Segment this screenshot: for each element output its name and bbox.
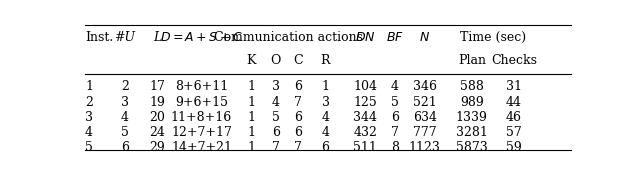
Text: 2: 2 xyxy=(121,80,129,93)
Text: 3: 3 xyxy=(272,80,280,93)
Text: 17: 17 xyxy=(149,80,165,93)
Text: 11+8+16: 11+8+16 xyxy=(171,111,232,124)
Text: 4: 4 xyxy=(85,126,93,139)
Text: 1: 1 xyxy=(321,80,330,93)
Text: 104: 104 xyxy=(353,80,377,93)
Text: 6: 6 xyxy=(272,126,280,139)
Text: 5: 5 xyxy=(85,141,93,154)
Text: 777: 777 xyxy=(413,126,436,139)
Text: #U: #U xyxy=(114,31,135,44)
Text: 6: 6 xyxy=(294,126,302,139)
Text: 44: 44 xyxy=(506,96,522,109)
Text: 5: 5 xyxy=(391,96,399,109)
Text: 1: 1 xyxy=(247,126,255,139)
Text: 3281: 3281 xyxy=(456,126,488,139)
Text: $BF$: $BF$ xyxy=(386,31,404,44)
Text: Plan: Plan xyxy=(458,54,486,67)
Text: 24: 24 xyxy=(149,126,165,139)
Text: 19: 19 xyxy=(149,96,165,109)
Text: 9+6+15: 9+6+15 xyxy=(175,96,228,109)
Text: 588: 588 xyxy=(460,80,484,93)
Text: 4: 4 xyxy=(321,111,330,124)
Text: 1: 1 xyxy=(247,96,255,109)
Text: C: C xyxy=(293,54,303,67)
Text: 6: 6 xyxy=(391,111,399,124)
Text: 7: 7 xyxy=(294,96,302,109)
Text: 344: 344 xyxy=(353,111,377,124)
Text: 634: 634 xyxy=(413,111,436,124)
Text: 59: 59 xyxy=(506,141,522,154)
Text: 7: 7 xyxy=(272,141,280,154)
Text: Checks: Checks xyxy=(491,54,537,67)
Text: $N$: $N$ xyxy=(419,31,430,44)
Text: Time (sec): Time (sec) xyxy=(460,31,526,44)
Text: O: O xyxy=(271,54,281,67)
Text: Communication actions: Communication actions xyxy=(214,31,363,44)
Text: 8+6+11: 8+6+11 xyxy=(175,80,228,93)
Text: 432: 432 xyxy=(353,126,377,139)
Text: 8: 8 xyxy=(391,141,399,154)
Text: 29: 29 xyxy=(149,141,164,154)
Text: 6: 6 xyxy=(294,80,302,93)
Text: 1: 1 xyxy=(85,80,93,93)
Text: 125: 125 xyxy=(353,96,377,109)
Text: 31: 31 xyxy=(506,80,522,93)
Text: 1: 1 xyxy=(247,111,255,124)
Text: R: R xyxy=(321,54,330,67)
Text: 1: 1 xyxy=(247,80,255,93)
Text: 5873: 5873 xyxy=(456,141,488,154)
Text: 6: 6 xyxy=(294,111,302,124)
Text: 1: 1 xyxy=(247,141,255,154)
Text: 46: 46 xyxy=(506,111,522,124)
Text: 511: 511 xyxy=(353,141,377,154)
Text: 5: 5 xyxy=(121,126,129,139)
Text: 57: 57 xyxy=(506,126,522,139)
Text: 14+7+21: 14+7+21 xyxy=(171,141,232,154)
Text: 3: 3 xyxy=(120,96,129,109)
Text: K: K xyxy=(246,54,256,67)
Text: 4: 4 xyxy=(272,96,280,109)
Text: 989: 989 xyxy=(460,96,484,109)
Text: $DN$: $DN$ xyxy=(355,31,376,44)
Text: 12+7+17: 12+7+17 xyxy=(171,126,232,139)
Text: 6: 6 xyxy=(321,141,330,154)
Text: 1123: 1123 xyxy=(409,141,441,154)
Text: 7: 7 xyxy=(391,126,399,139)
Text: 3: 3 xyxy=(321,96,330,109)
Text: 1339: 1339 xyxy=(456,111,488,124)
Text: 4: 4 xyxy=(391,80,399,93)
Text: 4: 4 xyxy=(120,111,129,124)
Text: 20: 20 xyxy=(149,111,165,124)
Text: 2: 2 xyxy=(85,96,93,109)
Text: 4: 4 xyxy=(321,126,330,139)
Text: $D=A+S+C$: $D=A+S+C$ xyxy=(160,31,243,44)
Text: 6: 6 xyxy=(120,141,129,154)
Text: L: L xyxy=(153,31,161,44)
Text: Inst.: Inst. xyxy=(85,31,113,44)
Text: 5: 5 xyxy=(272,111,280,124)
Text: 7: 7 xyxy=(294,141,302,154)
Text: 3: 3 xyxy=(85,111,93,124)
Text: 346: 346 xyxy=(413,80,436,93)
Text: 521: 521 xyxy=(413,96,436,109)
